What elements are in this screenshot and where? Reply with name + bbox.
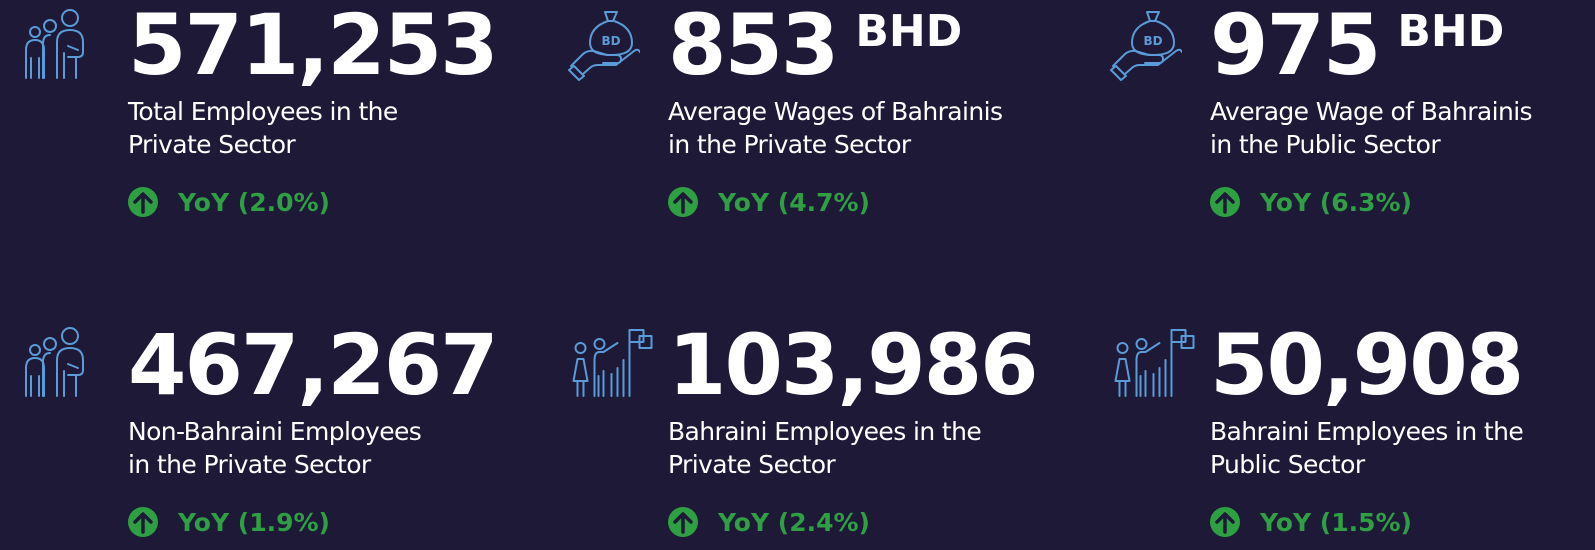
kpi-label: Total Employees in the [127,97,398,126]
kpi-label: Private Sector [128,130,296,159]
up-arrow [1215,192,1235,214]
up-arrow [1215,512,1235,534]
kpi-value: 467,267 [128,316,497,414]
up-arrow [673,512,693,534]
yoy-change: YoY (6.3%) [1259,188,1412,217]
wage-icon [1110,10,1182,82]
kpi-label: Average Wage of Bahrainis [1210,97,1532,126]
kpi-unit: BHD [1397,6,1504,57]
kpi-value: 103,986 [668,316,1037,414]
up-arrow [673,192,693,214]
yoy-change: YoY (1.5%) [1259,508,1412,537]
people-icon [24,326,85,398]
yoy-change: YoY (2.0%) [177,188,330,217]
kpi-label: in the Private Sector [668,130,912,159]
bahraini-icon [1114,328,1195,398]
yoy-change: YoY (1.9%) [177,508,330,537]
up-arrow [133,192,153,214]
people-icon [24,8,85,80]
kpi-label: in the Private Sector [128,450,372,479]
bahraini-icon [572,328,653,398]
yoy-change: YoY (4.7%) [717,188,870,217]
kpi-label: Public Sector [1210,450,1366,479]
yoy-change: YoY (2.4%) [717,508,870,537]
wage-icon [568,10,640,82]
kpi-label: Bahraini Employees in the [1210,417,1523,446]
kpi-value: 975 [1210,0,1379,94]
kpi-label: Average Wages of Bahrainis [668,97,1002,126]
kpi-value: 50,908 [1210,316,1522,414]
kpi-label: in the Public Sector [1210,130,1441,159]
up-arrow [133,512,153,534]
kpi-value: 853 [668,0,837,94]
kpi-label: Private Sector [668,450,836,479]
kpi-value: 571,253 [128,0,497,94]
kpi-unit: BHD [855,6,962,57]
kpi-label: Non-Bahraini Employees [128,417,421,446]
kpi-label: Bahraini Employees in the [668,417,981,446]
